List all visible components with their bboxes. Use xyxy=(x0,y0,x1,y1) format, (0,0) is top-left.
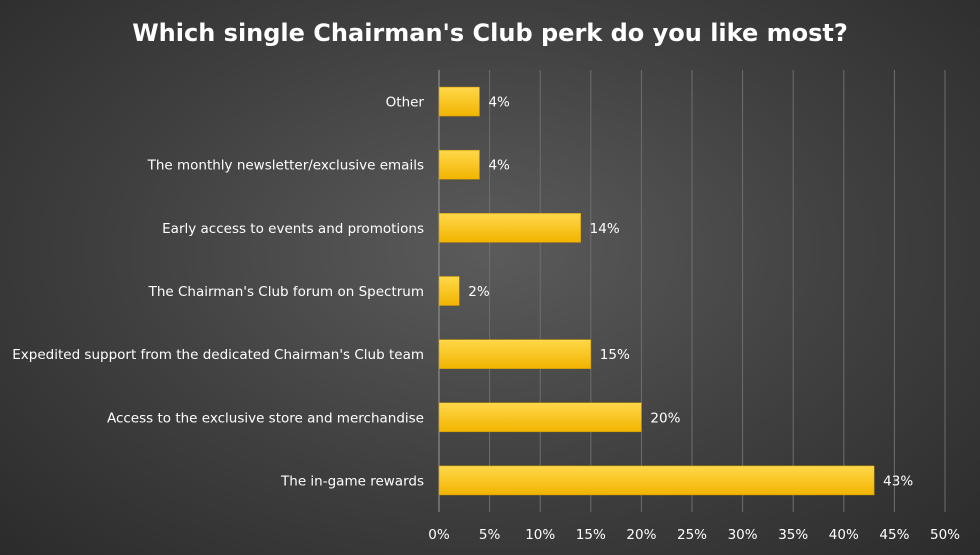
x-tick-label: 50% xyxy=(930,527,960,543)
category-label: The Chairman's Club forum on Spectrum xyxy=(148,284,424,300)
data-label: 14% xyxy=(590,221,620,237)
x-tick-label: 25% xyxy=(677,527,707,543)
category-label: Early access to events and promotions xyxy=(162,221,424,237)
category-label: Access to the exclusive store and mercha… xyxy=(107,410,424,426)
data-label: 43% xyxy=(883,473,913,489)
bar xyxy=(438,149,480,180)
category-labels: Other The monthly newsletter/exclusive em… xyxy=(12,95,424,490)
bar xyxy=(438,213,581,243)
bar xyxy=(438,86,480,117)
category-label: The in-game rewards xyxy=(280,473,424,489)
x-tick-label: 15% xyxy=(576,527,606,543)
bar xyxy=(438,276,460,306)
gridlines xyxy=(438,70,946,512)
data-label: 2% xyxy=(468,284,490,300)
data-label: 15% xyxy=(600,347,630,363)
bar xyxy=(438,402,642,433)
x-tick-label: 45% xyxy=(879,527,909,543)
data-label: 20% xyxy=(650,410,680,426)
x-tick-label: 10% xyxy=(525,527,555,543)
bars: 4% 4% 14% 2% 15% 20% 43% xyxy=(438,86,913,496)
category-label: Expedited support from the dedicated Cha… xyxy=(12,347,424,363)
x-tick-label: 30% xyxy=(728,527,758,543)
bar xyxy=(438,465,875,496)
chart-title: Which single Chairman's Club perk do you… xyxy=(132,19,848,47)
data-label: 4% xyxy=(488,95,510,111)
bar xyxy=(438,339,592,369)
data-label: 4% xyxy=(488,158,510,174)
x-tick-label: 5% xyxy=(479,527,501,543)
x-tick-label: 0% xyxy=(428,527,450,543)
x-tick-label: 20% xyxy=(626,527,656,543)
x-tick-label: 35% xyxy=(778,527,808,543)
x-axis-ticks: 0% 5% 10% 15% 20% 25% 30% 35% 40% 45% 50% xyxy=(428,527,960,543)
x-tick-label: 40% xyxy=(829,527,859,543)
category-label: The monthly newsletter/exclusive emails xyxy=(147,158,424,174)
category-label: Other xyxy=(386,95,425,111)
